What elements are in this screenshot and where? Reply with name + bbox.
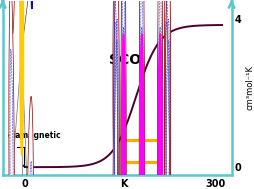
Ellipse shape bbox=[157, 0, 162, 189]
Ellipse shape bbox=[139, 0, 144, 189]
Ellipse shape bbox=[164, 0, 170, 189]
Circle shape bbox=[158, 34, 161, 189]
Ellipse shape bbox=[157, 0, 162, 189]
Ellipse shape bbox=[164, 0, 170, 189]
Circle shape bbox=[121, 55, 125, 189]
Ellipse shape bbox=[164, 0, 170, 189]
Text: 0: 0 bbox=[22, 179, 28, 189]
Ellipse shape bbox=[113, 0, 119, 189]
Circle shape bbox=[121, 34, 125, 189]
Ellipse shape bbox=[9, 0, 14, 189]
Ellipse shape bbox=[120, 0, 125, 189]
Circle shape bbox=[20, 0, 24, 155]
Circle shape bbox=[139, 34, 143, 189]
Text: diamagnetic: diamagnetic bbox=[7, 131, 60, 140]
Ellipse shape bbox=[26, 96, 33, 189]
Ellipse shape bbox=[164, 0, 170, 189]
Text: SCO: SCO bbox=[109, 53, 141, 67]
Ellipse shape bbox=[113, 0, 119, 189]
Circle shape bbox=[139, 55, 143, 189]
Text: K: K bbox=[119, 179, 127, 189]
Text: 300: 300 bbox=[205, 179, 225, 189]
Circle shape bbox=[31, 0, 33, 9]
Circle shape bbox=[158, 55, 161, 189]
Ellipse shape bbox=[113, 0, 119, 189]
Ellipse shape bbox=[120, 0, 125, 189]
Ellipse shape bbox=[11, 0, 16, 34]
Ellipse shape bbox=[139, 0, 144, 189]
Y-axis label: cm³mol⁻¹K: cm³mol⁻¹K bbox=[244, 65, 253, 110]
Ellipse shape bbox=[113, 0, 119, 189]
